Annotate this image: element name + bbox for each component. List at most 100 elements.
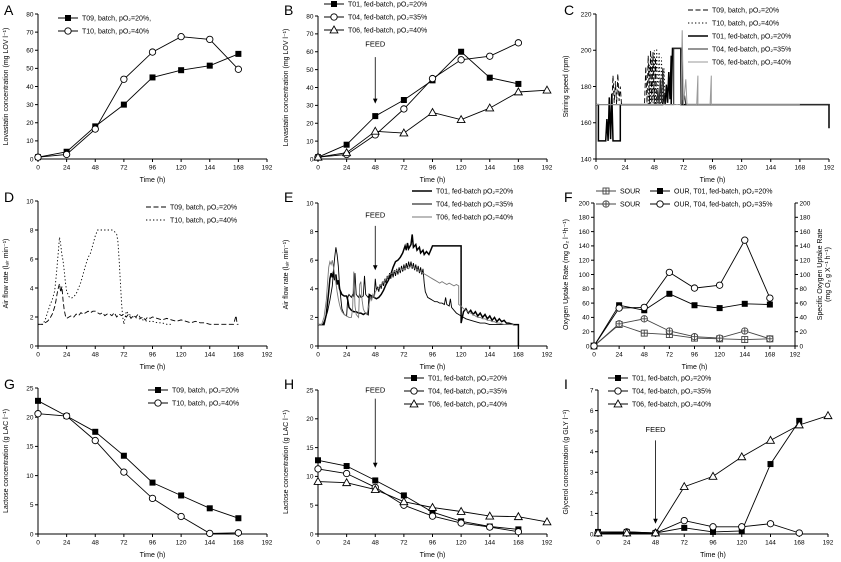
svg-text:120: 120 — [456, 165, 467, 172]
svg-text:T10, batch, pO₂=40%: T10, batch, pO₂=40% — [172, 400, 239, 407]
svg-text:192: 192 — [823, 540, 834, 547]
panel-D-series-T10 — [38, 229, 172, 325]
svg-text:192: 192 — [262, 540, 273, 547]
svg-text:0: 0 — [594, 165, 598, 172]
svg-text:168: 168 — [233, 165, 244, 172]
svg-text:24: 24 — [343, 165, 351, 172]
panel-F-legend: SOUR OUR, T01, fed-batch, pO₂=20% SOUR OUR,… — [596, 187, 773, 208]
svg-text:48: 48 — [652, 540, 660, 547]
svg-text:24: 24 — [622, 165, 630, 172]
svg-text:SOUR: SOUR — [620, 188, 640, 195]
panel-C-series-T06 — [596, 30, 800, 106]
panel-G-chart: 0 24 48 72 96 120 144 168 192 0 5 10 15 20 25 Time (h) L… — [3, 376, 273, 559]
svg-text:Air flow rate (lₐᵢᵣ min⁻¹): Air flow rate (lₐᵢᵣ min⁻¹) — [3, 239, 10, 309]
svg-text:Time (h): Time (h) — [420, 364, 446, 371]
panel-F-letter: F — [564, 189, 573, 205]
svg-text:96: 96 — [691, 352, 699, 359]
panel-H-letter: H — [284, 376, 294, 392]
svg-text:Time (h): Time (h) — [700, 552, 726, 559]
panel-I-series-T06 — [593, 410, 833, 537]
panel-A-legend: T09, batch, pO₂=20%, T10, batch, pO₂=40% — [58, 15, 151, 35]
svg-text:6: 6 — [30, 256, 34, 263]
panel-A-tick-labels: 0 24 48 72 96 120 144 168 192 0 10 20 30 40 50 60 70 80 Ti… — [3, 11, 273, 184]
svg-text:180: 180 — [581, 84, 592, 91]
svg-text:Lactose concentration (g LAC l: Lactose concentration (g LAC l⁻¹) — [3, 409, 10, 513]
panel-I-chart: 0 24 48 72 96 120 144 168 192 0 1 2 3 4 5 6 7 Time (h) Gly… — [563, 375, 834, 559]
svg-text:40: 40 — [800, 315, 808, 322]
panel-C-axes — [593, 13, 830, 162]
svg-text:120: 120 — [456, 352, 467, 359]
svg-text:0: 0 — [586, 343, 590, 350]
panel-F-axes — [591, 202, 798, 349]
panel-B-legend: T01, fed-batch, pO₂=20% T04, fed-batch, p… — [324, 1, 427, 34]
svg-text:140: 140 — [581, 156, 592, 163]
svg-text:6: 6 — [590, 408, 594, 415]
svg-text:144: 144 — [484, 540, 495, 547]
svg-text:2: 2 — [590, 490, 594, 497]
svg-text:0: 0 — [310, 156, 314, 163]
panel-I-axes — [595, 389, 829, 537]
svg-text:144: 144 — [765, 540, 776, 547]
svg-text:0: 0 — [800, 343, 804, 350]
svg-text:T04, fed-batch, pO₂=35%: T04, fed-batch, pO₂=35% — [712, 46, 791, 53]
svg-text:70: 70 — [26, 29, 34, 36]
svg-text:72: 72 — [681, 540, 689, 547]
svg-text:T06, fed-batch, pO₂=40%: T06, fed-batch, pO₂=40% — [712, 59, 791, 66]
svg-text:100: 100 — [800, 272, 811, 279]
svg-text:0: 0 — [36, 352, 40, 359]
svg-text:Oxygen Uptake Rate (mg O₂ l⁻¹h: Oxygen Uptake Rate (mg O₂ l⁻¹h⁻¹) — [563, 219, 570, 330]
svg-text:24: 24 — [343, 352, 351, 359]
panel-G-letter: G — [4, 376, 15, 392]
svg-text:80: 80 — [306, 13, 314, 20]
panel-B-chart: 0 24 48 72 96 120 144 168 192 0 10 20 30 40 50 60 70 80 Ti… — [283, 1, 553, 184]
svg-text:0: 0 — [30, 531, 34, 538]
svg-text:144: 144 — [484, 352, 495, 359]
svg-text:1: 1 — [590, 511, 594, 518]
svg-text:0: 0 — [316, 540, 320, 547]
svg-text:T09, batch, pO₂=20%: T09, batch, pO₂=20% — [170, 204, 237, 211]
svg-text:48: 48 — [92, 165, 100, 172]
svg-text:72: 72 — [400, 540, 408, 547]
svg-text:168: 168 — [513, 165, 524, 172]
panel-H-series-T04 — [314, 465, 523, 536]
svg-text:Time (h): Time (h) — [700, 177, 726, 184]
svg-text:48: 48 — [641, 352, 649, 359]
svg-text:60: 60 — [26, 48, 34, 55]
svg-text:6: 6 — [310, 258, 314, 265]
svg-text:Lactose concentration (g LAC l: Lactose concentration (g LAC l⁻¹) — [283, 410, 290, 514]
panel-B-series-T06 — [313, 85, 552, 161]
svg-text:160: 160 — [579, 229, 590, 236]
svg-text:40: 40 — [306, 85, 314, 92]
svg-text:20: 20 — [26, 415, 34, 422]
svg-text:220: 220 — [581, 11, 592, 18]
panel-A-letter: A — [4, 2, 14, 18]
svg-text:50: 50 — [306, 67, 314, 74]
svg-text:0: 0 — [596, 540, 600, 547]
svg-text:FEED: FEED — [645, 425, 666, 434]
svg-text:0: 0 — [316, 352, 320, 359]
panel-H-axes — [315, 389, 548, 537]
svg-text:4: 4 — [590, 449, 594, 456]
panel-D-axes — [35, 200, 268, 349]
svg-text:24: 24 — [63, 165, 71, 172]
panel-A-chart: 0 24 48 72 96 120 144 168 192 0 10 20 30 40 50 60 70 80 Ti… — [3, 2, 273, 184]
svg-text:168: 168 — [764, 352, 775, 359]
svg-text:120: 120 — [579, 258, 590, 265]
svg-text:T06, fed-batch pO₂=40%: T06, fed-batch pO₂=40% — [436, 214, 513, 221]
svg-text:100: 100 — [579, 272, 590, 279]
svg-text:140: 140 — [579, 243, 590, 250]
svg-text:192: 192 — [824, 165, 835, 172]
svg-text:96: 96 — [709, 165, 717, 172]
panel-A-series-T10 — [34, 33, 243, 161]
svg-text:144: 144 — [739, 352, 750, 359]
panel-I-letter: I — [564, 376, 568, 392]
svg-text:25: 25 — [26, 385, 34, 392]
panel-F-series-SOUR-T04 — [590, 315, 774, 350]
svg-text:T04, fed-batch, pO₂=35%: T04, fed-batch, pO₂=35% — [348, 14, 427, 21]
panel-C-series-T10 — [596, 48, 742, 106]
svg-text:80: 80 — [26, 11, 34, 18]
svg-text:4: 4 — [310, 286, 314, 293]
svg-text:72: 72 — [120, 165, 128, 172]
